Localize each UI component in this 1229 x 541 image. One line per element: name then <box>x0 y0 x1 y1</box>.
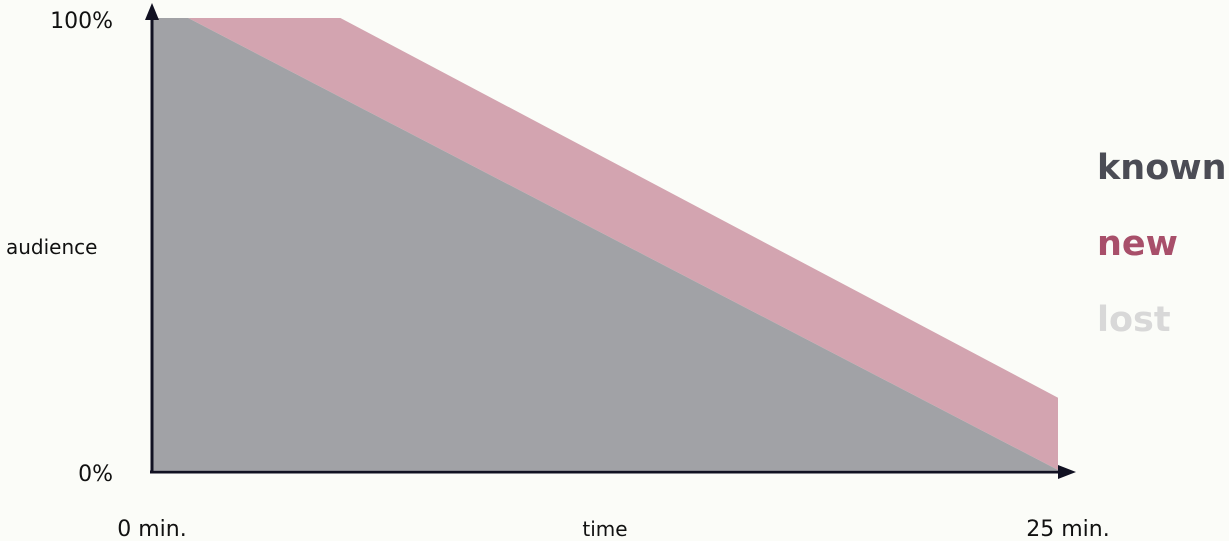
legend-item-lost: lost <box>1097 300 1171 340</box>
x-tick-label-0: 0 min. <box>117 517 186 541</box>
x-axis-title: time <box>582 517 627 541</box>
x-axis-arrow <box>1058 465 1076 479</box>
x-tick-label-25: 25 min. <box>1026 517 1109 541</box>
legend-item-new: new <box>1097 224 1178 264</box>
y-tick-label-100: 100% <box>50 9 113 34</box>
y-axis-arrow <box>145 3 159 20</box>
y-axis-title: audience <box>6 235 97 259</box>
series-area-known <box>152 18 1058 470</box>
legend-item-known: known <box>1097 148 1227 188</box>
y-tick-label-0: 0% <box>78 462 113 487</box>
